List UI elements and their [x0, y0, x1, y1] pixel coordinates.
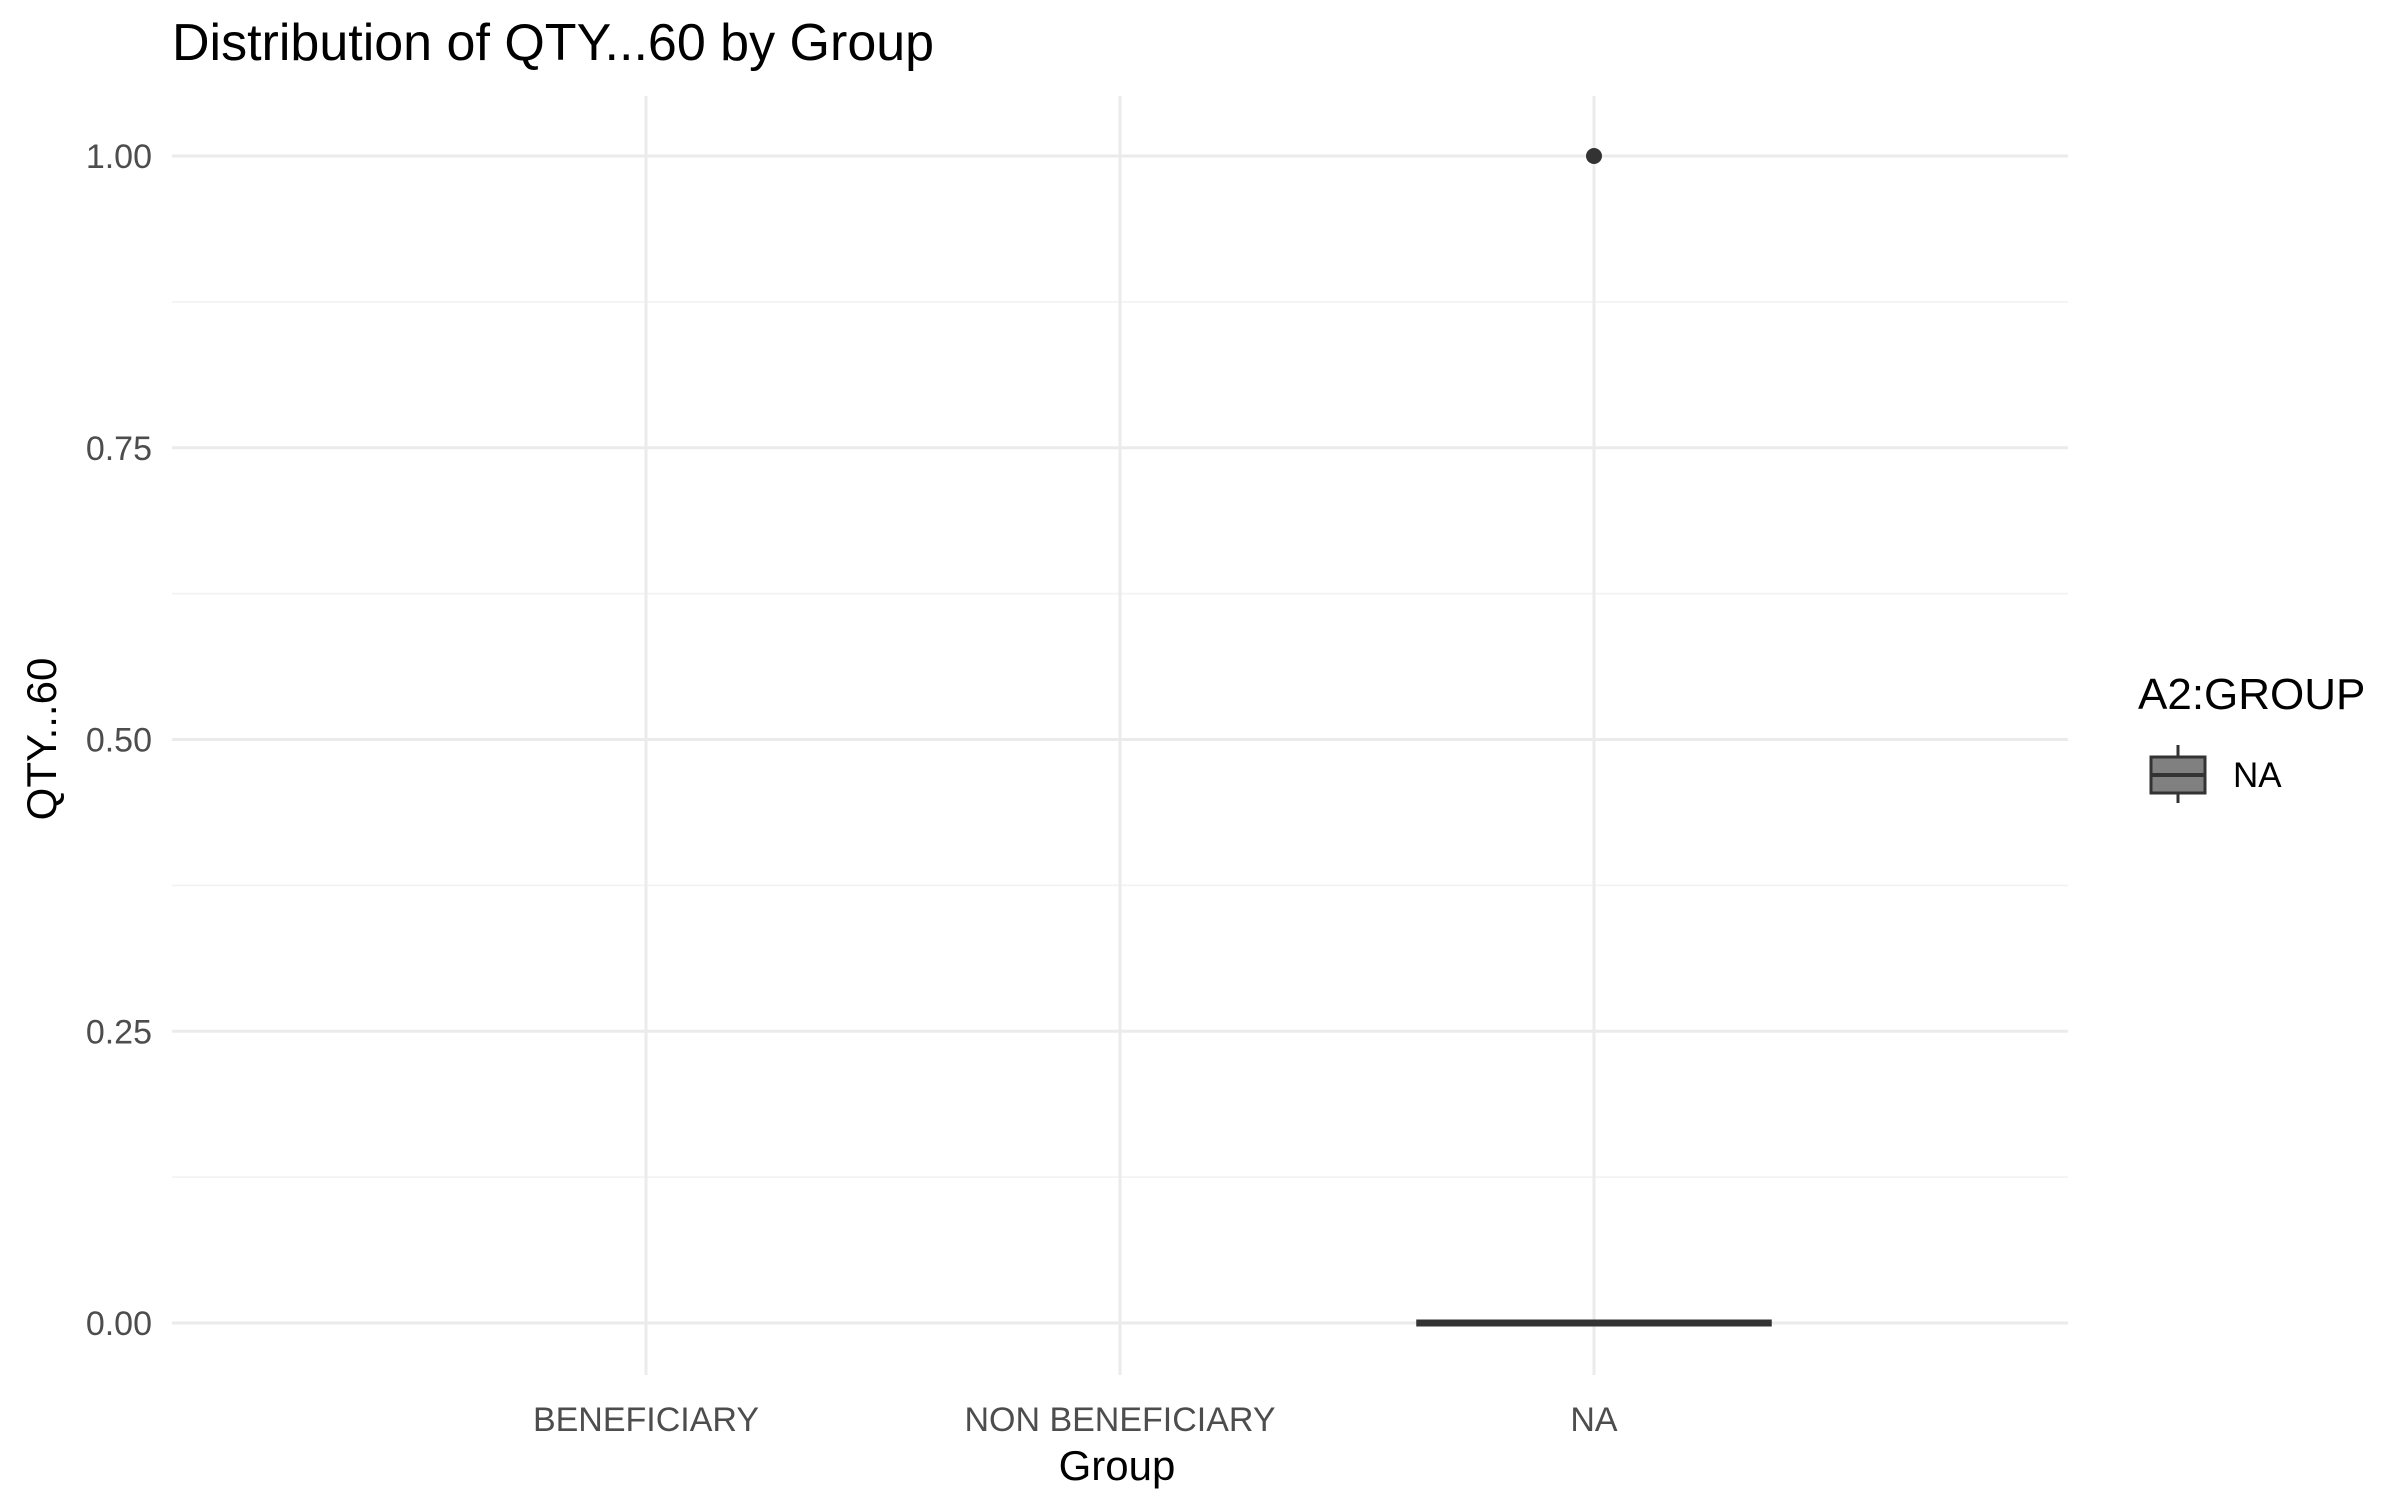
y-tick-label: 0.25: [86, 1013, 152, 1051]
axis-ticks: 0.00 0.25 0.50 0.75 1.00 BENEFICIARY NON BENEF…: [86, 138, 1618, 1439]
x-tick-label: BENEFICIARY: [533, 1401, 759, 1439]
plot-marks: [1416, 148, 1772, 1327]
y-tick-label: 1.00: [86, 138, 152, 176]
x-tick-label: NA: [1570, 1401, 1618, 1439]
grid: [172, 96, 2068, 1375]
x-tick-label: NON BENEFICIARY: [964, 1401, 1275, 1439]
y-axis-title: QTY...60: [18, 658, 65, 821]
box-outlier-point: [1586, 148, 1602, 164]
x-axis-title: Group: [1059, 1442, 1176, 1489]
y-tick-label: 0.00: [86, 1305, 152, 1343]
legend-key-box-icon: [2149, 745, 2207, 803]
y-tick-label: 0.75: [86, 430, 152, 468]
y-tick-label: 0.50: [86, 722, 152, 760]
legend-label-na: NA: [2233, 756, 2282, 795]
chart-title: Distribution of QTY...60 by Group: [172, 14, 934, 72]
legend-title: A2:GROUP: [2138, 670, 2365, 719]
legend: A2:GROUP NA: [2138, 670, 2365, 803]
